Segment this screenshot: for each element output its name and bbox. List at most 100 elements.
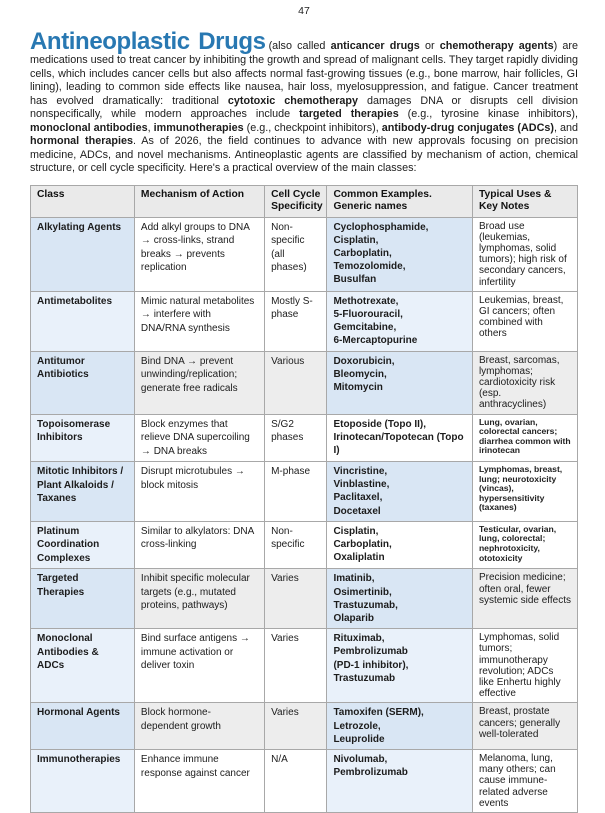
intro-segment-7: targeted therapies xyxy=(299,108,399,120)
cell-class: Immunotherapies xyxy=(31,750,135,813)
example-drug: Bleomycin, xyxy=(333,368,466,381)
intro-segment-5: cytotoxic chemotherapy xyxy=(228,95,358,107)
intro-segment-12: (e.g., checkpoint inhibitors), xyxy=(244,122,382,134)
cell-examples: Vincristine,Vinblastine,Paclitaxel,Docet… xyxy=(327,462,473,522)
example-drug: Rituximab, xyxy=(333,632,466,645)
cell-cell-cycle: N/A xyxy=(265,750,327,813)
cell-class: Monoclonal Antibodies & ADCs xyxy=(31,629,135,703)
example-drug: Cisplatin, xyxy=(333,234,466,247)
cell-examples: Rituximab,Pembrolizumab(PD-1 inhibitor),… xyxy=(327,629,473,703)
intro-segment-3: chemotherapy agents xyxy=(440,40,554,52)
intro-text: (also called anticancer drugs or chemoth… xyxy=(30,40,578,174)
example-drug: Methotrexate, xyxy=(333,295,466,308)
table-row: Mitotic Inhibitors / Plant Alkaloids / T… xyxy=(31,462,578,522)
intro-segment-11: immunotherapies xyxy=(154,122,244,134)
cell-class: Platinum Coordination Complexes xyxy=(31,521,135,569)
example-drug: Carboplatin, xyxy=(333,538,466,551)
cell-uses: Melanoma, lung, many others; can cause i… xyxy=(472,750,577,813)
example-drug: Pembrolizumab xyxy=(333,645,466,658)
example-drug: Busulfan xyxy=(333,273,466,286)
intro-segment-0: (also called xyxy=(269,40,331,52)
example-drug: Paclitaxel, xyxy=(333,491,466,504)
example-drug: Irinotecan/Topotecan (Topo I) xyxy=(333,431,466,457)
example-drug: Vinblastine, xyxy=(333,478,466,491)
example-drug: Oxaliplatin xyxy=(333,551,466,564)
document-page: 47 Antineoplastic Drugs(also called anti… xyxy=(0,0,605,771)
example-drug: Etoposide (Topo II), xyxy=(333,418,466,431)
cell-cell-cycle: Varies xyxy=(265,629,327,703)
intro-paragraph: Antineoplastic Drugs(also called antican… xyxy=(30,30,578,176)
column-header-3: Common Examples. Generic names xyxy=(327,185,473,217)
cell-examples: Imatinib,Osimertinib,Trastuzumab,Olapari… xyxy=(327,569,473,629)
example-drug: Tamoxifen (SERM), xyxy=(333,706,466,719)
intro-segment-15: hormonal therapies xyxy=(30,135,133,147)
cell-examples: Cyclophosphamide,Cisplatin,Carboplatin,T… xyxy=(327,217,473,291)
column-header-1: Mechanism of Action xyxy=(134,185,264,217)
cell-class: Alkylating Agents xyxy=(31,217,135,291)
cell-mechanism: Mimic natural metabolites → interfere wi… xyxy=(134,291,264,351)
cell-class: Targeted Therapies xyxy=(31,569,135,629)
cell-mechanism: Disrupt microtubules → block mitosis xyxy=(134,462,264,522)
example-drug: Trastuzumab, xyxy=(333,599,466,612)
cell-examples: Cisplatin,Carboplatin,Oxaliplatin xyxy=(327,521,473,569)
cell-examples: Etoposide (Topo II),Irinotecan/Topotecan… xyxy=(327,414,473,462)
column-header-4: Typical Uses & Key Notes xyxy=(472,185,577,217)
document-title: Antineoplastic Drugs xyxy=(30,28,269,55)
cell-uses: Testicular, ovarian, lung, colorectal; n… xyxy=(472,521,577,569)
example-drug: Trastuzumab xyxy=(333,672,466,685)
cell-uses: Breast, sarcomas, lymphomas; cardiotoxic… xyxy=(472,351,577,414)
cell-cell-cycle: Varies xyxy=(265,703,327,750)
cell-uses: Lymphomas, breast, lung; neurotoxicity (… xyxy=(472,462,577,522)
example-drug: 5-Fluorouracil, xyxy=(333,308,466,321)
cell-mechanism: Block hormone-dependent growth xyxy=(134,703,264,750)
cell-mechanism: Bind surface antigens → immune activatio… xyxy=(134,629,264,703)
example-drug: Olaparib xyxy=(333,612,466,625)
column-header-0: Class xyxy=(31,185,135,217)
example-drug: Cisplatin, xyxy=(333,525,466,538)
example-drug: Gemcitabine, xyxy=(333,321,466,334)
cell-uses: Broad use (leukemias, lymphomas, solid t… xyxy=(472,217,577,291)
page-number: 47 xyxy=(30,5,578,17)
example-drug: Letrozole, xyxy=(333,720,466,733)
cell-mechanism: Add alkyl groups to DNA → cross-links, s… xyxy=(134,217,264,291)
example-drug: Nivolumab, xyxy=(333,753,466,766)
intro-segment-2: or xyxy=(420,40,440,52)
cell-mechanism: Block enzymes that relieve DNA supercoil… xyxy=(134,414,264,462)
cell-cell-cycle: Non-specific xyxy=(265,521,327,569)
cell-uses: Precision medicine; often oral, fewer sy… xyxy=(472,569,577,629)
example-drug: Imatinib, xyxy=(333,572,466,585)
cell-mechanism: Similar to alkylators: DNA cross-linking xyxy=(134,521,264,569)
intro-segment-9: monoclonal antibodies xyxy=(30,122,148,134)
example-drug: Osimertinib, xyxy=(333,586,466,599)
example-drug: Vincristine, xyxy=(333,465,466,478)
intro-segment-13: antibody-drug conjugates (ADCs) xyxy=(382,122,554,134)
cell-class: Mitotic Inhibitors / Plant Alkaloids / T… xyxy=(31,462,135,522)
cell-cell-cycle: Varies xyxy=(265,569,327,629)
cell-mechanism: Bind DNA → prevent unwinding/replication… xyxy=(134,351,264,414)
intro-segment-1: anticancer drugs xyxy=(331,40,420,52)
cell-uses: Leukemias, breast, GI cancers; often com… xyxy=(472,291,577,351)
cell-cell-cycle: Various xyxy=(265,351,327,414)
cell-examples: Methotrexate,5-Fluorouracil,Gemcitabine,… xyxy=(327,291,473,351)
cell-examples: Tamoxifen (SERM),Letrozole,Leuprolide xyxy=(327,703,473,750)
example-drug: Cyclophosphamide, xyxy=(333,221,466,234)
cell-class: Antitumor Antibiotics xyxy=(31,351,135,414)
cell-cell-cycle: Mostly S-phase xyxy=(265,291,327,351)
cell-examples: Nivolumab,Pembrolizumab xyxy=(327,750,473,813)
cell-class: Antimetabolites xyxy=(31,291,135,351)
cell-mechanism: Inhibit specific molecular targets (e.g.… xyxy=(134,569,264,629)
cell-cell-cycle: M-phase xyxy=(265,462,327,522)
intro-segment-14: , and xyxy=(554,122,578,134)
example-drug: Mitomycin xyxy=(333,381,466,394)
